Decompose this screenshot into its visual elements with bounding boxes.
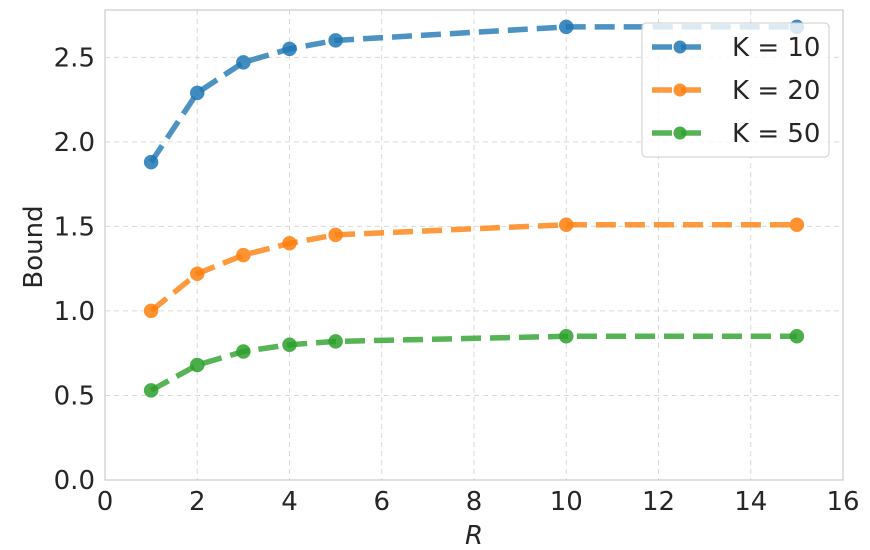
data-point: [328, 227, 343, 243]
x-tick-label: 16: [826, 487, 859, 517]
data-point: [190, 357, 205, 373]
data-point: [559, 19, 574, 35]
x-tick-label: 10: [550, 487, 583, 517]
data-point: [282, 236, 297, 251]
data-point: [143, 383, 159, 398]
data-point: [236, 344, 251, 359]
data-point: [559, 217, 574, 232]
y-tick-labels: 0.0 0.5 1.0 1.5 2.0 2.5: [54, 43, 95, 496]
data-point: [236, 247, 251, 263]
data-point: [328, 334, 343, 349]
data-point: [282, 41, 297, 57]
legend-item: K = 50: [652, 119, 820, 149]
x-tick-label: 4: [281, 487, 298, 517]
legend-marker: [673, 40, 687, 54]
x-tick-label: 14: [734, 487, 767, 517]
legend-box: [641, 22, 830, 158]
data-point: [143, 154, 159, 170]
legend-item: K = 10: [652, 33, 820, 63]
x-tick-label: 2: [189, 487, 206, 517]
data-point: [559, 329, 574, 344]
y-axis-label: Bound: [19, 205, 49, 288]
legend: K = 10 K = 20 K = 50: [641, 22, 830, 158]
y-tick-label: 0.0: [54, 466, 95, 496]
y-tick-label: 2.5: [54, 43, 95, 73]
data-point: [789, 217, 805, 232]
y-tick-label: 1.5: [54, 212, 95, 242]
x-tick-label: 0: [97, 487, 114, 517]
series-k50: [143, 329, 805, 398]
data-point: [789, 329, 805, 344]
legend-label: K = 20: [732, 76, 820, 106]
y-tick-label: 1.0: [54, 297, 95, 327]
series-k20: [143, 217, 805, 319]
data-point: [143, 303, 159, 319]
data-point: [190, 85, 205, 101]
y-tick-label: 0.5: [54, 381, 95, 411]
x-tick-labels: 0 2 4 6 8 10 12 14 16: [97, 487, 860, 517]
legend-item: K = 20: [652, 76, 820, 106]
legend-marker: [673, 83, 687, 97]
x-tick-label: 6: [373, 487, 390, 517]
x-tick-label: 12: [642, 487, 675, 517]
data-point: [190, 266, 205, 281]
series-layer: [143, 19, 805, 398]
legend-marker: [673, 126, 687, 140]
legend-label: K = 10: [732, 33, 820, 63]
x-axis-label: R: [465, 521, 483, 550]
data-point: [282, 337, 297, 352]
y-tick-label: 2.0: [54, 128, 95, 158]
data-point: [328, 33, 343, 48]
plot-frame: [104, 9, 844, 481]
x-tick-label: 8: [466, 487, 483, 517]
data-point: [236, 55, 251, 70]
legend-label: K = 50: [732, 119, 820, 149]
